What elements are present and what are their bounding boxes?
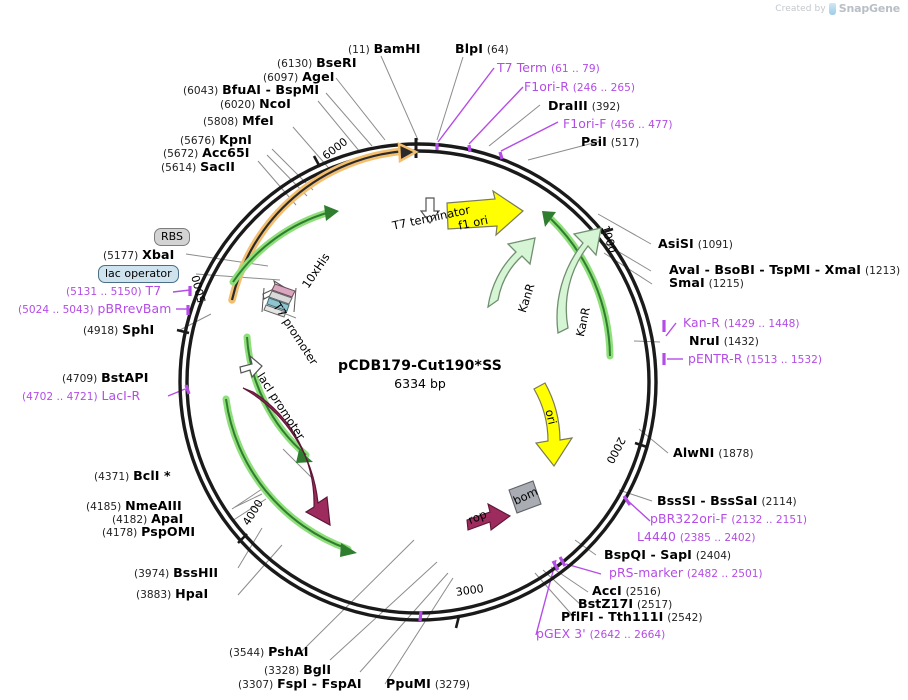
label-pspomi: (4178) PspOMI (102, 524, 196, 539)
label-kan-r: Kan-R (1429 .. 1448) (683, 315, 800, 330)
badge-lac-operator: lac operator (98, 265, 179, 283)
label-pentr-r: pENTR-R (1513 .. 1532) (688, 351, 822, 366)
label-xbai: (5177) XbaI (103, 247, 175, 262)
f1-ori-arrow (446, 189, 524, 237)
plasmid-name: pCDB179-Cut190*SS (337, 358, 503, 374)
label-mfei: (5808) MfeI (203, 113, 274, 128)
feature-ticks (184, 143, 666, 622)
label-fspi: (3307) FspI - FspAI (238, 676, 362, 691)
plasmid-title-block: pCDB179-Cut190*SS 6334 bp (295, 358, 545, 391)
label-draiii: DraIII (392) (548, 98, 621, 113)
label-t7-term: T7 Term (61 .. 79) (497, 60, 600, 75)
label-laci-r: (4702 .. 4721) LacI-R (22, 388, 141, 403)
label-nmeaiii: (4185) NmeAIII (86, 498, 182, 513)
label-bsssi: BssSI - BssSaI (2114) (657, 493, 797, 508)
bom-box (508, 480, 542, 514)
snapgene-logo-icon (828, 2, 836, 15)
laci-promoter-arrow (239, 354, 263, 379)
label-avai: AvaI - BsoBI - TspMI - XmaI (1213) (669, 262, 901, 277)
label-pflfi: PflFI - Tth111I (2542) (561, 609, 703, 624)
label-bseri: (6130) BseRI (277, 55, 357, 70)
label-prs-marker: pRS-marker (2482 .. 2501) (609, 565, 763, 580)
label-bfuai: (6043) BfuAI - BspMI (183, 82, 320, 97)
t7-terminator-arrow (419, 197, 441, 224)
label-acci: AccI (2516) (592, 583, 661, 598)
label-sacii: (5614) SacII (161, 159, 236, 174)
rop-arrow (466, 502, 512, 531)
label-f1ori-f: F1ori-F (456 .. 477) (563, 116, 673, 131)
kanr-outer-arc (542, 211, 614, 360)
axis-ticks (176, 155, 648, 629)
watermark-brand: SnapGene (838, 2, 900, 15)
watermark-prefix: Created by (775, 3, 826, 14)
ori-arrow (533, 382, 574, 468)
label-pgex-3: pGEX 3' (2642 .. 2664) (536, 626, 666, 641)
label-bstz17i: BstZ17I (2517) (578, 596, 673, 611)
badge-rbs: RBS (154, 228, 190, 246)
label-nrui: NruI (1432) (689, 333, 759, 348)
label-sphi: (4918) SphI (83, 322, 155, 337)
label-alwni: AlwNI (1878) (673, 445, 754, 460)
laci-region-arc-2 (222, 395, 357, 557)
plasmid-length: 6334 bp (394, 376, 446, 391)
label-hpai: (3883) HpaI (136, 586, 209, 601)
label-pbr322ori-f: pBR322ori-F (2132 .. 2151) (650, 511, 807, 526)
kanr-arrow-outer (556, 227, 602, 334)
plasmid-backbone (178, 142, 658, 622)
label-bsshii: (3974) BssHII (134, 565, 219, 580)
label-acc65i: (5672) Acc65I (163, 145, 250, 160)
t7-expression-arc (228, 141, 419, 304)
label-pbrrevbam: (5024 .. 5043) pBRrevBam (18, 301, 172, 316)
kanr-arrow-inner (487, 237, 536, 309)
label-smai: SmaI (1215) (669, 275, 744, 290)
label-f1ori-r: F1ori-R (246 .. 265) (524, 79, 635, 94)
label-bcli: (4371) BclI * (94, 468, 171, 483)
label-asisi: AsiSI (1091) (658, 236, 733, 251)
label-kpni: (5676) KpnI (180, 132, 252, 147)
label-bstapi: (4709) BstAPI (62, 370, 149, 385)
label-t7: (5131 .. 5150) T7 (66, 283, 162, 298)
kanr-region-arc (229, 205, 339, 286)
label-l4440: L4440 (2385 .. 2402) (637, 529, 756, 544)
label-bspqi: BspQI - SapI (2404) (604, 547, 732, 562)
label-ncoi: (6020) NcoI (220, 96, 291, 111)
label-blpi: BlpI (64) (455, 41, 509, 56)
label-psii: PsiI (517) (581, 134, 640, 149)
label-agei: (6097) AgeI (263, 69, 335, 84)
label-apai: (4182) ApaI (112, 511, 184, 526)
feature-leader-lines (167, 67, 683, 636)
label-bamhi: (11) BamHI (348, 41, 421, 56)
label-bgli: (3328) BglI (264, 662, 332, 677)
laci-arrow (242, 387, 331, 527)
snapgene-watermark: Created by SnapGene (775, 2, 900, 15)
label-ppumi: PpuMI (3279) (386, 676, 471, 691)
label-pshai: (3544) PshAI (229, 644, 309, 659)
10xhis-feature-stack (261, 283, 297, 319)
